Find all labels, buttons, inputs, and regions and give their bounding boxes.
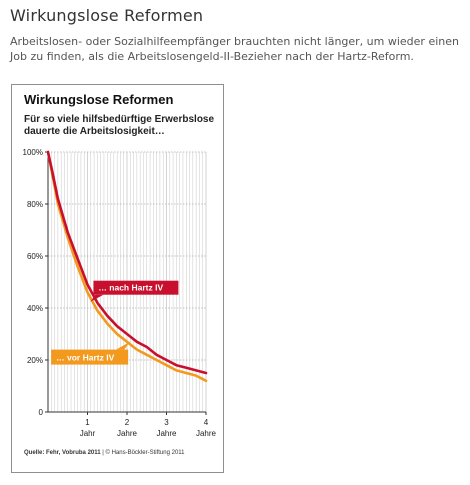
y-tick-label: 60% (27, 252, 43, 261)
x-tick-label: 1 (85, 418, 90, 427)
callout-box-nach (93, 280, 179, 295)
y-tick-label: 80% (27, 200, 43, 209)
y-tick-label: 100% (23, 148, 43, 157)
x-tick-label: 2 (125, 418, 130, 427)
y-tick-label: 0 (39, 408, 44, 417)
series-line-vor (46, 150, 208, 383)
callout-pointer-nach (90, 294, 104, 302)
callout-box-vor (51, 349, 129, 365)
chart-plot: 0 20% 40% 60% 80% 100% 1 Jahr 2 Jahre 3 Jahre 4 Jahre… (23, 148, 217, 438)
x-tick-label: 4 (204, 418, 209, 427)
axes (45, 151, 207, 415)
callout-pointer-vor (116, 341, 131, 350)
tick-labels: 0 20% 40% 60% 80% 100% 1 Jahr 2 Jahre 3 Jahre 4 Jahre (23, 148, 217, 438)
callout-label-nach: … nach Hartz IV (98, 283, 163, 293)
x-tick-unit: Jahre (156, 429, 177, 438)
callout-label-vor: … vor Hartz IV (56, 353, 114, 363)
y-tick-label: 40% (27, 304, 43, 313)
x-tick-unit: Jahre (196, 429, 217, 438)
source-credit: © Hans-Böckler-Stiftung 2011 (105, 450, 185, 456)
source-label: Quelle: Fehr, Vobruba 2011 (24, 450, 101, 456)
x-tick-unit: Jahr (80, 429, 96, 438)
chart-source: Quelle: Fehr, Vobruba 2011 | © Hans-Böck… (24, 450, 185, 456)
x-tick-label: 3 (164, 418, 169, 427)
page-title: Wirkungslose Reformen (10, 6, 204, 25)
intro-text: Arbeitslosen- oder Sozialhilfeempfänger … (10, 35, 459, 63)
x-tick-unit: Jahre (117, 429, 138, 438)
series (46, 150, 208, 383)
chart-card: Wirkungslose Reformen Für so viele hilfs… (11, 84, 224, 473)
source-separator: | (102, 450, 106, 456)
y-tick-label: 20% (27, 356, 43, 365)
chart-subtitle: Für so viele hilfsbedürftige Erwerbslose… (24, 114, 215, 137)
callouts: … nach Hartz IV … vor Hartz IV (51, 280, 179, 365)
series-line-nach (46, 150, 208, 375)
chart-title: Wirkungslose Reformen (24, 92, 174, 107)
